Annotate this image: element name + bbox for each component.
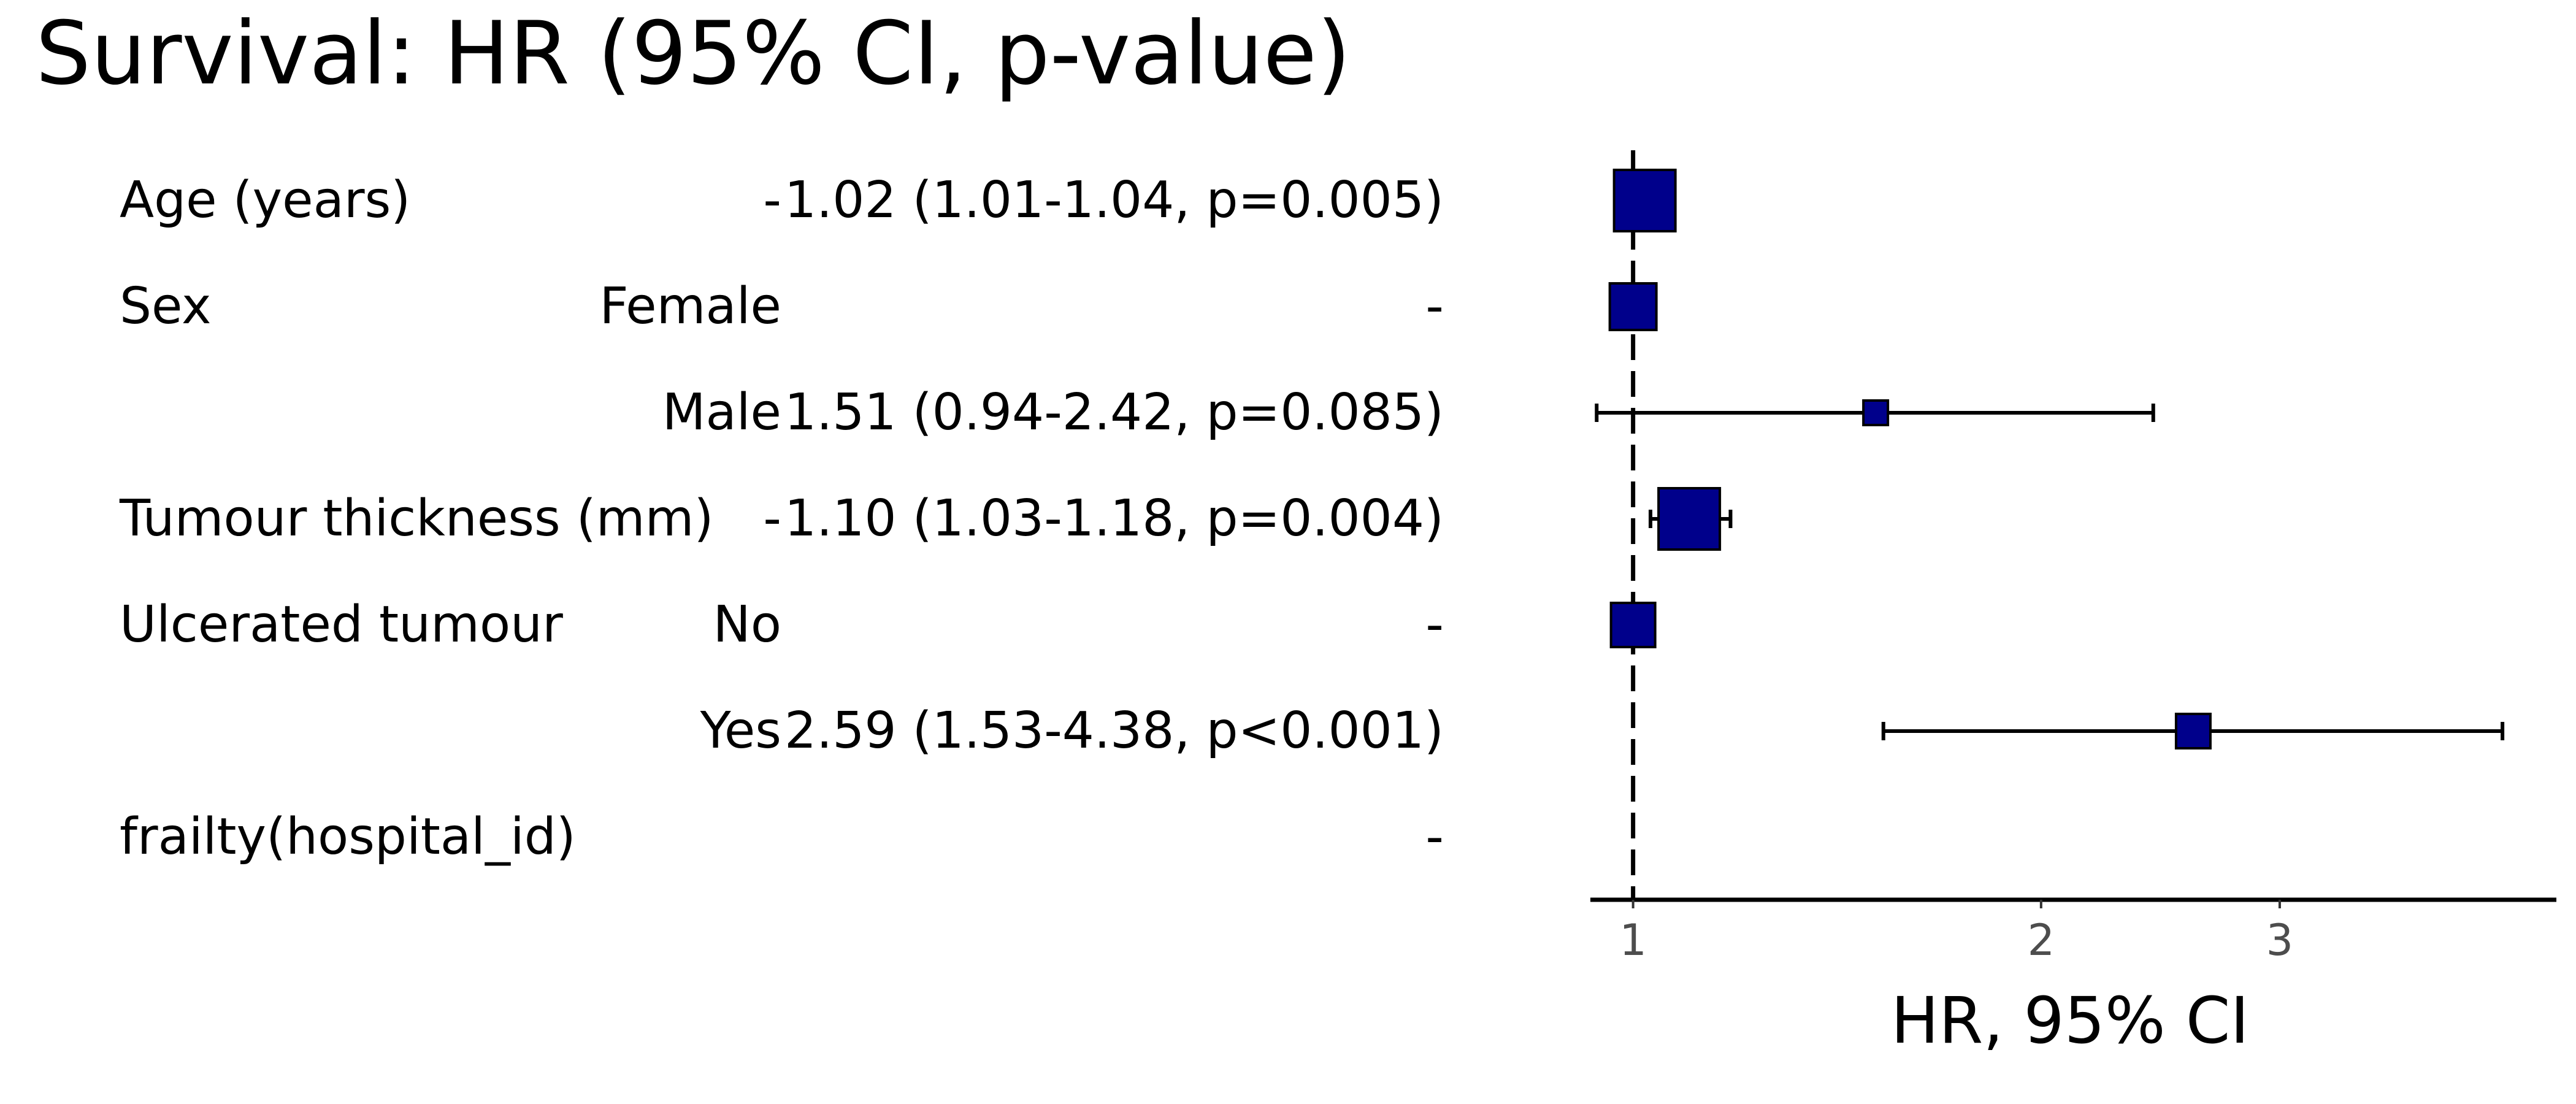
x-tick-label: 1 (1619, 915, 1647, 965)
row-level-label: - (763, 489, 781, 548)
row-hr-text: - (1425, 808, 1444, 866)
hr-point-box (2174, 713, 2212, 749)
hr-point-box (1862, 399, 1890, 426)
row-variable-label: frailty(hospital_id) (120, 808, 576, 866)
row-variable-label: Sex (120, 277, 212, 335)
chart-title: Survival: HR (95% CI, p-value) (36, 3, 1351, 104)
reference-point-box (1608, 282, 1658, 331)
row-hr-text: 1.02 (1.01-1.04, p=0.005) (784, 171, 1444, 229)
row-variable-label: Age (years) (120, 171, 411, 229)
row-level-label: Female (599, 277, 782, 335)
row-level-label: - (763, 171, 781, 229)
hr-point-box (1657, 487, 1722, 551)
row-level-label: Yes (700, 702, 781, 760)
row-hr-text: 1.51 (0.94-2.42, p=0.085) (784, 383, 1444, 442)
row-hr-text: 1.10 (1.03-1.18, p=0.004) (784, 489, 1444, 548)
row-level-label: No (713, 596, 781, 654)
row-variable-label: Ulcerated tumour (120, 596, 563, 654)
hr-point-box (1612, 169, 1677, 232)
row-hr-text: 2.59 (1.53-4.38, p<0.001) (784, 702, 1444, 760)
row-hr-text: - (1425, 596, 1444, 654)
row-hr-text: - (1425, 277, 1444, 335)
row-variable-label: Tumour thickness (mm) (120, 489, 714, 548)
x-tick-label: 2 (2028, 915, 2055, 965)
reference-point-box (1609, 602, 1657, 648)
row-level-label: Male (662, 383, 781, 442)
x-axis-title: HR, 95% CI (1891, 983, 2249, 1058)
x-tick-label: 3 (2266, 915, 2294, 965)
